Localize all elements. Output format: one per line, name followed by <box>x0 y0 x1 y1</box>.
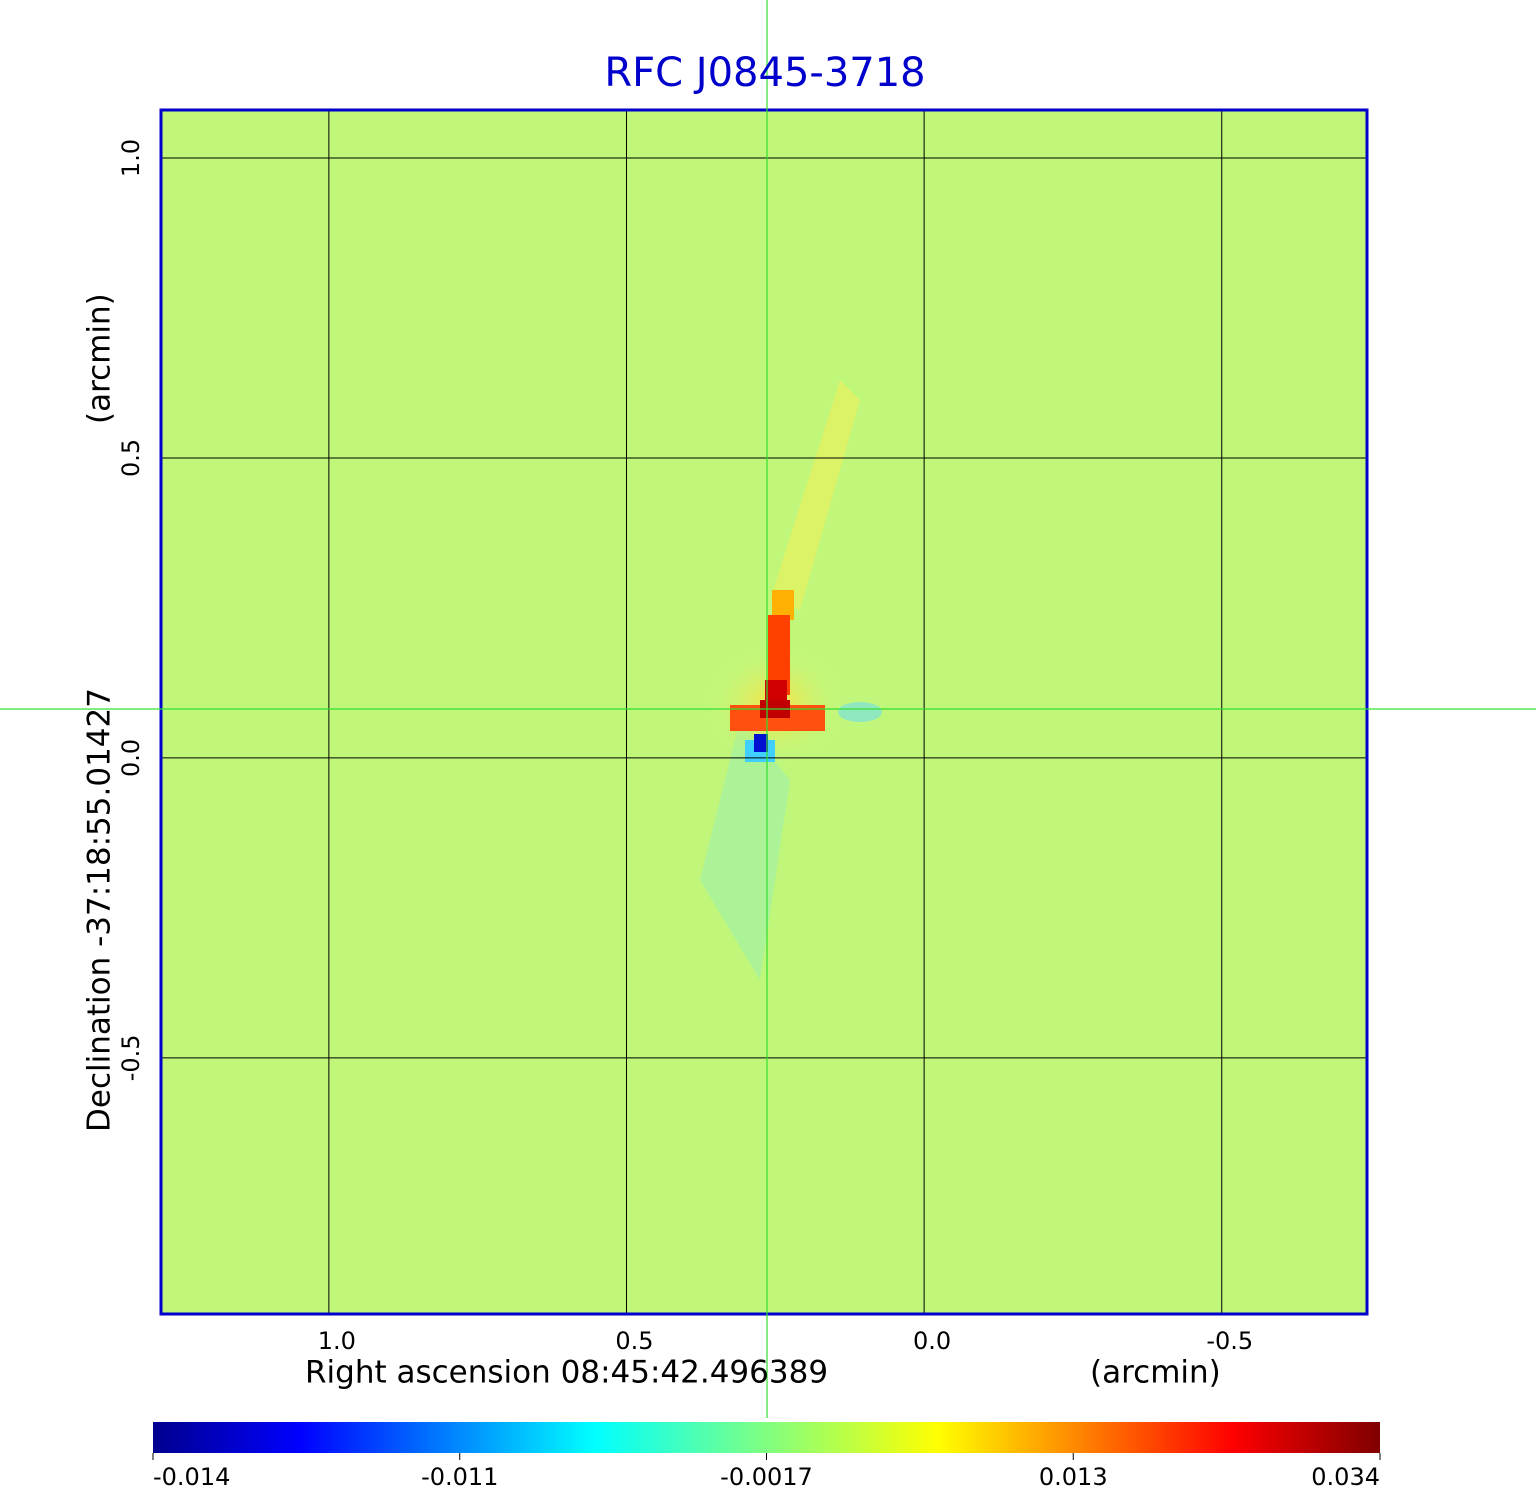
colorbar <box>153 1422 1380 1453</box>
y-tick-label: 0.0 <box>117 739 145 777</box>
plot-frame <box>159 108 1369 1316</box>
y-axis-unit: (arcmin) <box>82 293 118 424</box>
x-axis-label: Right ascension 08:45:42.496389 <box>305 1355 828 1391</box>
y-tick-label: -0.5 <box>117 1034 145 1081</box>
x-tick-label: -0.5 <box>1206 1327 1253 1355</box>
y-tick-label: 0.5 <box>117 439 145 477</box>
colorbar-tick-label: -0.011 <box>421 1463 498 1491</box>
grid <box>161 110 1367 1314</box>
x-tick-label: 0.5 <box>615 1327 653 1355</box>
x-tick-label: 0.0 <box>913 1327 951 1355</box>
colorbar-tick-label: -0.0017 <box>720 1463 813 1491</box>
colorbar-tick-label: 0.013 <box>1039 1463 1108 1491</box>
chart-title: RFC J0845-3718 <box>604 50 925 96</box>
colorbar-tick-label: -0.014 <box>153 1463 230 1491</box>
y-tick-label: 1.0 <box>117 139 145 177</box>
x-axis-unit: (arcmin) <box>1090 1355 1221 1391</box>
colorbar-tick-label: 0.034 <box>1311 1463 1380 1491</box>
y-axis-label: Declination -37:18:55.01427 <box>82 688 118 1132</box>
sky-image <box>161 110 1367 1314</box>
x-tick-label: 1.0 <box>318 1327 356 1355</box>
